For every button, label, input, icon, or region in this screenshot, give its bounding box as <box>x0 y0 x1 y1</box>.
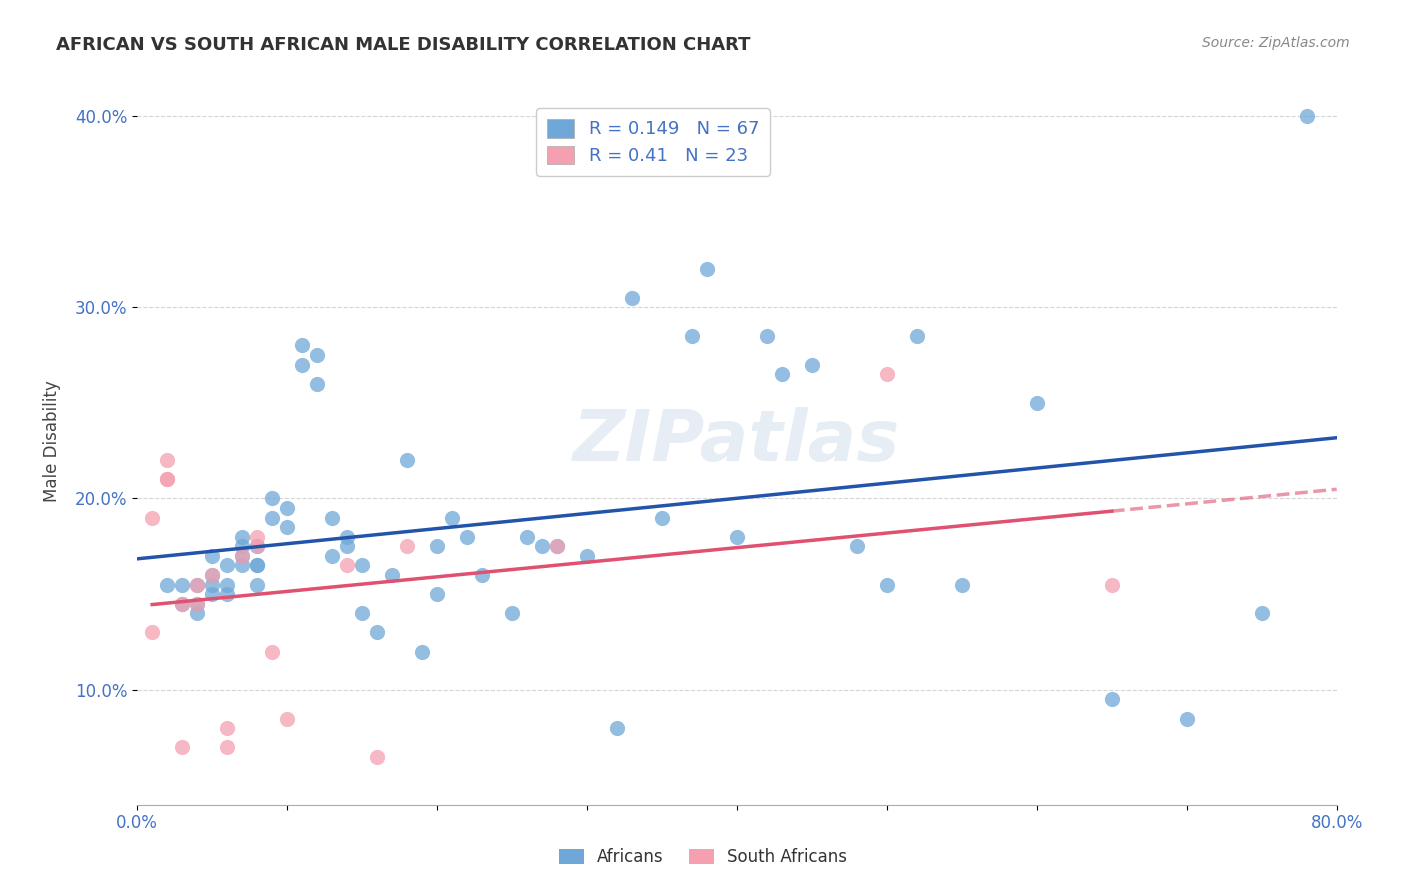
Africans <box>621 291 644 305</box>
Africans <box>291 358 314 372</box>
Africans <box>1175 712 1198 726</box>
South Africans <box>172 740 194 755</box>
Africans <box>201 577 224 591</box>
Africans <box>651 510 673 524</box>
Africans <box>276 501 298 516</box>
South Africans <box>156 472 179 486</box>
South Africans <box>141 625 163 640</box>
Africans <box>186 597 208 611</box>
Africans <box>501 607 523 621</box>
Africans <box>217 587 239 601</box>
Africans <box>696 261 718 276</box>
Africans <box>576 549 599 563</box>
Africans <box>411 644 433 658</box>
Africans <box>156 577 179 591</box>
Africans <box>291 338 314 352</box>
South Africans <box>201 568 224 582</box>
Africans <box>276 520 298 534</box>
Africans <box>172 597 194 611</box>
Africans <box>321 510 343 524</box>
Legend: R = 0.149   N = 67, R = 0.41   N = 23: R = 0.149 N = 67, R = 0.41 N = 23 <box>536 108 770 176</box>
South Africans <box>217 721 239 735</box>
Africans <box>307 348 329 362</box>
Africans <box>201 587 224 601</box>
Africans <box>1101 692 1123 706</box>
Africans <box>262 491 284 506</box>
Legend: Africans, South Africans: Africans, South Africans <box>551 840 855 875</box>
Africans <box>681 328 703 343</box>
Africans <box>1295 109 1317 123</box>
Africans <box>352 607 374 621</box>
South Africans <box>186 597 208 611</box>
Africans <box>307 376 329 391</box>
South Africans <box>172 597 194 611</box>
South Africans <box>396 539 419 553</box>
Africans <box>426 587 449 601</box>
Africans <box>321 549 343 563</box>
Africans <box>396 453 419 467</box>
Y-axis label: Male Disability: Male Disability <box>44 380 60 502</box>
South Africans <box>231 549 253 563</box>
South Africans <box>246 539 269 553</box>
South Africans <box>546 539 568 553</box>
South Africans <box>336 558 359 573</box>
South Africans <box>876 367 898 381</box>
Africans <box>201 568 224 582</box>
Africans <box>262 510 284 524</box>
Africans <box>845 539 868 553</box>
Africans <box>950 577 973 591</box>
Africans <box>336 530 359 544</box>
Africans <box>246 558 269 573</box>
Africans <box>606 721 628 735</box>
South Africans <box>276 712 298 726</box>
Africans <box>246 577 269 591</box>
Africans <box>366 625 388 640</box>
Africans <box>201 549 224 563</box>
Text: Source: ZipAtlas.com: Source: ZipAtlas.com <box>1202 36 1350 50</box>
Africans <box>1025 396 1047 410</box>
South Africans <box>156 453 179 467</box>
Africans <box>456 530 478 544</box>
Africans <box>381 568 404 582</box>
Africans <box>186 607 208 621</box>
Africans <box>1250 607 1272 621</box>
Africans <box>217 558 239 573</box>
South Africans <box>141 510 163 524</box>
Africans <box>336 539 359 553</box>
Africans <box>186 577 208 591</box>
South Africans <box>246 530 269 544</box>
Text: ZIPatlas: ZIPatlas <box>574 407 901 475</box>
Africans <box>231 539 253 553</box>
Africans <box>546 539 568 553</box>
Africans <box>770 367 793 381</box>
Africans <box>531 539 554 553</box>
Africans <box>246 558 269 573</box>
South Africans <box>156 472 179 486</box>
Africans <box>426 539 449 553</box>
Text: AFRICAN VS SOUTH AFRICAN MALE DISABILITY CORRELATION CHART: AFRICAN VS SOUTH AFRICAN MALE DISABILITY… <box>56 36 751 54</box>
South Africans <box>262 644 284 658</box>
Africans <box>352 558 374 573</box>
Africans <box>471 568 494 582</box>
Africans <box>231 558 253 573</box>
Africans <box>876 577 898 591</box>
Africans <box>231 549 253 563</box>
Africans <box>441 510 464 524</box>
Africans <box>755 328 778 343</box>
Africans <box>172 577 194 591</box>
South Africans <box>1101 577 1123 591</box>
Africans <box>725 530 748 544</box>
Africans <box>800 358 823 372</box>
Africans <box>231 530 253 544</box>
Africans <box>905 328 928 343</box>
Africans <box>516 530 538 544</box>
Africans <box>246 539 269 553</box>
Africans <box>217 577 239 591</box>
South Africans <box>217 740 239 755</box>
South Africans <box>366 749 388 764</box>
South Africans <box>186 577 208 591</box>
